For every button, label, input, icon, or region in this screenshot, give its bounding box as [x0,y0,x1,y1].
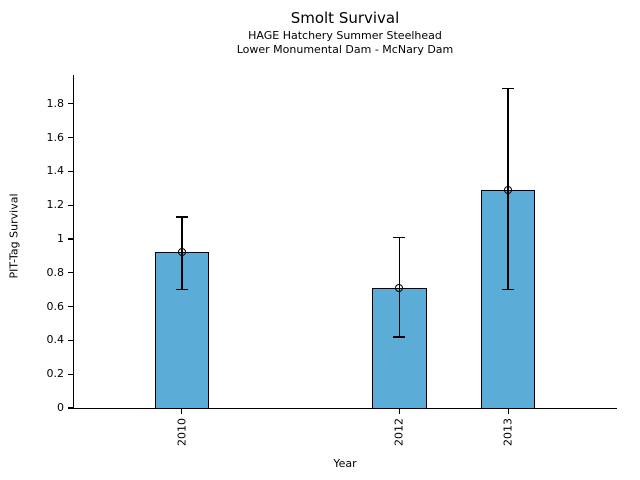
y-tick-mark [68,204,73,206]
chart-subtitle-line1: HAGE Hatchery Summer Steelhead [248,29,442,42]
y-tick-mark [68,373,73,375]
x-tick-mark-2012 [398,409,400,414]
x-axis-label: Year [333,457,357,470]
y-tick-label: 1.6 [46,130,65,144]
y-tick-label: 1.4 [46,164,65,178]
y-tick-mark [68,170,73,172]
error-bar-cap-lower-2010 [175,288,188,291]
y-tick-mark [68,305,73,308]
y-tick-label: 1.8 [46,96,65,110]
point-marker-2010 [177,248,186,257]
y-tick-label: 1.2 [46,198,65,212]
x-tick-mark-2013 [507,409,509,414]
error-bar-cap-upper-2010 [175,216,188,218]
y-tick-label: 0.6 [46,299,65,313]
point-marker-2013 [504,185,513,194]
x-tick-label-2013: 2013 [501,418,515,446]
y-tick-mark [68,238,73,240]
chart-subtitle-line2: Lower Monumental Dam - McNary Dam [236,43,454,56]
x-tick-label-2012: 2012 [392,418,406,446]
y-tick-mark [68,103,73,105]
point-marker-2012 [395,283,404,292]
y-tick-label: 1 [57,231,64,245]
x-tick-mark-2010 [181,409,183,414]
y-axis-spine [73,75,75,409]
error-bar-cap-lower-2012 [393,336,406,338]
y-tick-label: 0.4 [46,333,65,347]
bar-2012 [372,287,427,409]
y-tick-label: 0 [57,401,64,414]
y-tick-mark [68,136,73,139]
y-tick-label: 0.2 [46,367,65,381]
x-tick-label-2010: 2010 [175,418,189,446]
error-bar-cap-upper-2012 [393,236,406,239]
error-bar-cap-lower-2013 [502,288,515,291]
y-tick-mark [68,272,73,274]
y-tick-label: 0.8 [46,265,65,279]
y-tick-mark [68,407,73,409]
x-axis-spine [73,407,617,409]
error-bar-cap-upper-2013 [502,87,515,90]
chart-title: Smolt Survival [290,9,400,27]
y-tick-mark [68,339,73,341]
